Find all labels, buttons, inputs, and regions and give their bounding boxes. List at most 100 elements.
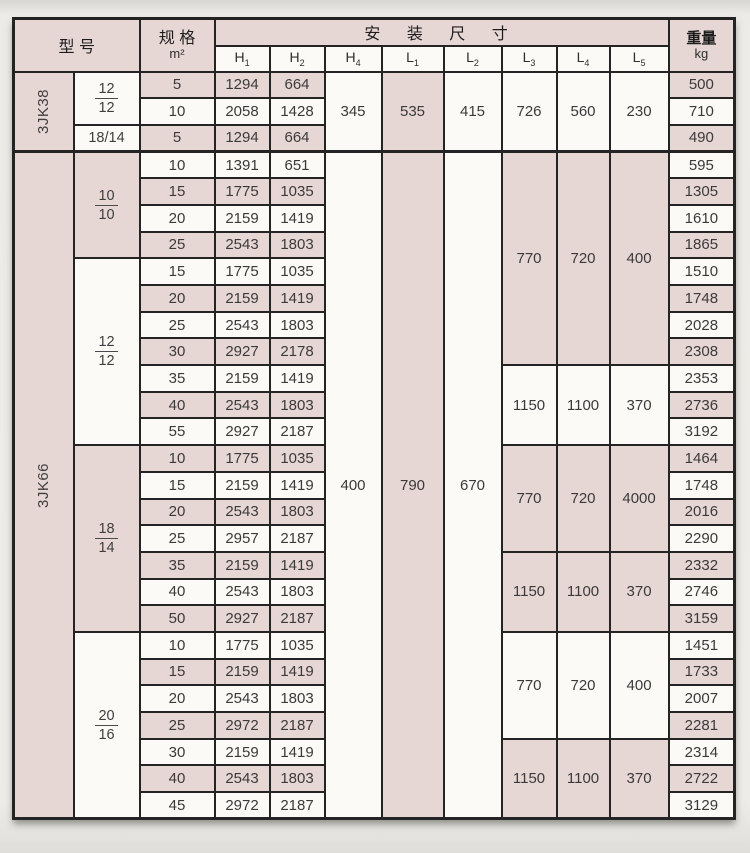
weight-cell: 2332 xyxy=(667,550,736,580)
spec-cell: 30 xyxy=(138,737,216,767)
l4-cell: 720 xyxy=(555,444,611,553)
spec-cell: 40 xyxy=(138,390,216,420)
h2-cell: 1419 xyxy=(268,203,326,233)
l4-cell: 1100 xyxy=(555,364,611,447)
h2-cell: 664 xyxy=(268,123,326,153)
spec-cell: 25 xyxy=(138,230,216,260)
h2-cell: 1803 xyxy=(268,390,326,420)
h1-cell: 2927 xyxy=(213,337,271,367)
spec-cell: 20 xyxy=(138,497,216,527)
weight-cell: 1748 xyxy=(667,284,736,313)
dim-header-l5: L5 xyxy=(608,44,670,73)
h1-cell: 2543 xyxy=(213,310,271,340)
h1-cell: 2927 xyxy=(213,604,271,633)
l1-cell: 790 xyxy=(380,150,445,820)
spec-cell: 5 xyxy=(138,70,216,100)
weight-cell: 3129 xyxy=(667,791,736,820)
spec-column-header: 规 格 m² xyxy=(138,17,216,73)
submodel-cell-18-14b: 18 14 xyxy=(72,444,141,633)
h1-cell: 2159 xyxy=(213,550,271,580)
h1-cell: 1775 xyxy=(213,177,271,206)
weight-cell: 3159 xyxy=(667,604,736,633)
h1-cell: 2543 xyxy=(213,390,271,420)
weight-cell: 2353 xyxy=(667,364,736,393)
h2-cell: 1035 xyxy=(268,444,326,473)
weight-cell: 2736 xyxy=(667,390,736,420)
spec-cell: 15 xyxy=(138,657,216,687)
spec-cell: 20 xyxy=(138,684,216,713)
l5-cell: 400 xyxy=(608,630,670,740)
h1-cell: 2159 xyxy=(213,284,271,313)
weight-cell: 1464 xyxy=(667,444,736,473)
submodel-cell-10-10: 10 10 xyxy=(72,150,141,260)
weight-cell: 1610 xyxy=(667,203,736,233)
weight-cell: 710 xyxy=(667,97,736,126)
spec-cell: 50 xyxy=(138,604,216,633)
dim-header-h2: H2 xyxy=(268,44,326,73)
h1-cell: 2159 xyxy=(213,364,271,393)
h2-cell: 1803 xyxy=(268,497,326,527)
h2-cell: 2187 xyxy=(268,524,326,553)
dim-header-l2: L2 xyxy=(442,44,503,73)
spec-cell: 45 xyxy=(138,791,216,820)
h2-cell: 1803 xyxy=(268,684,326,713)
l5-cell: 230 xyxy=(608,70,670,153)
h2-cell: 2178 xyxy=(268,337,326,367)
h1-cell: 1775 xyxy=(213,630,271,660)
weight-column-header: 重量 kg xyxy=(667,17,736,73)
spec-cell: 10 xyxy=(138,150,216,180)
spec-header-unit: m² xyxy=(169,46,185,62)
h2-cell: 1035 xyxy=(268,630,326,660)
l3-cell: 1150 xyxy=(500,737,558,820)
h1-cell: 2543 xyxy=(213,764,271,794)
l4-cell: 720 xyxy=(555,630,611,740)
l4-cell: 1100 xyxy=(555,737,611,820)
h4-cell: 345 xyxy=(323,70,383,153)
spec-cell: 35 xyxy=(138,364,216,393)
weight-header-unit: kg xyxy=(694,46,709,62)
model-cell-3jk66: 3JK66 xyxy=(12,150,75,820)
spec-cell: 40 xyxy=(138,577,216,607)
submodel-cell-12-12b: 12 12 xyxy=(72,257,141,447)
h1-cell: 2159 xyxy=(213,737,271,767)
spec-cell: 5 xyxy=(138,123,216,153)
h2-cell: 1419 xyxy=(268,284,326,313)
l3-cell: 770 xyxy=(500,150,558,367)
l4-cell: 560 xyxy=(555,70,611,153)
spec-table: 型 号 规 格 m² 安 装 尺 寸 重量 kg H1 H2 H4 L1 L2 … xyxy=(12,17,737,821)
spec-cell: 20 xyxy=(138,203,216,233)
h2-cell: 2187 xyxy=(268,604,326,633)
spec-header-label: 规 格 xyxy=(158,30,196,48)
h2-cell: 2187 xyxy=(268,791,326,820)
l5-cell: 4000 xyxy=(608,444,670,553)
spec-cell: 40 xyxy=(138,764,216,794)
h1-cell: 2972 xyxy=(213,791,271,820)
weight-cell: 1305 xyxy=(667,177,736,206)
h1-cell: 2159 xyxy=(213,657,271,687)
h2-cell: 1419 xyxy=(268,364,326,393)
spec-cell: 20 xyxy=(138,284,216,313)
dim-header-h4: H4 xyxy=(323,44,383,73)
l5-cell: 400 xyxy=(608,150,670,367)
h2-cell: 2187 xyxy=(268,417,326,447)
weight-cell: 2016 xyxy=(667,497,736,527)
weight-cell: 2007 xyxy=(667,684,736,713)
weight-cell: 490 xyxy=(667,123,736,153)
dim-header-h1: H1 xyxy=(213,44,271,73)
h1-cell: 1391 xyxy=(213,150,271,180)
h2-cell: 1803 xyxy=(268,310,326,340)
h2-cell: 1419 xyxy=(268,550,326,580)
spec-cell: 25 xyxy=(138,711,216,740)
spec-cell: 15 xyxy=(138,470,216,500)
spec-cell: 25 xyxy=(138,310,216,340)
weight-cell: 1865 xyxy=(667,230,736,260)
weight-cell: 2290 xyxy=(667,524,736,553)
h2-cell: 2187 xyxy=(268,711,326,740)
weight-cell: 595 xyxy=(667,150,736,180)
spec-cell: 15 xyxy=(138,257,216,286)
install-dims-header-label: 安 装 尺 寸 xyxy=(364,26,519,44)
submodel-cell-20-16: 20 16 xyxy=(72,630,141,820)
weight-cell: 2746 xyxy=(667,577,736,607)
h1-cell: 2543 xyxy=(213,497,271,527)
weight-cell: 2028 xyxy=(667,310,736,340)
